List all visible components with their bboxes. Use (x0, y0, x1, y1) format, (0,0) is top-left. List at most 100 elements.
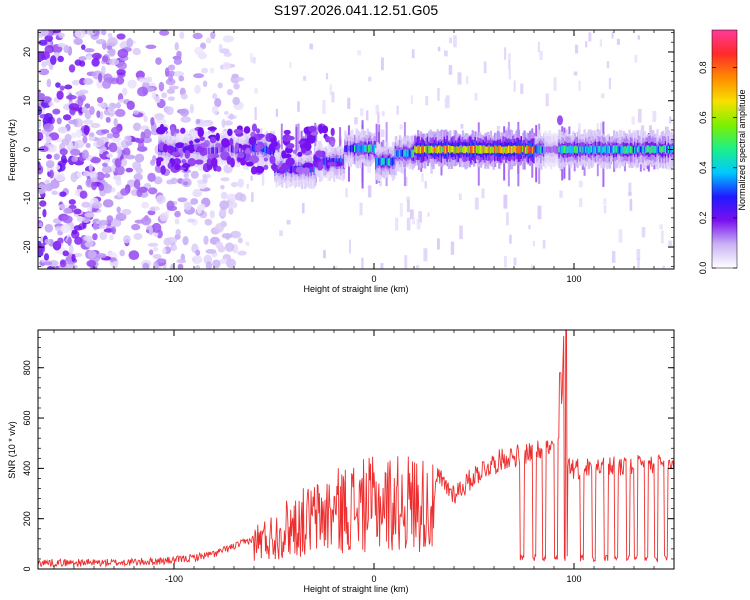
spectrogram-noise-blob (78, 56, 87, 61)
spectrogram-noise-blob (39, 200, 47, 207)
spectrogram-band-blob (187, 157, 197, 167)
spectrogram-noise-blob (159, 30, 170, 36)
spectrogram-band-blob (327, 161, 337, 167)
spectrogram-band-cell (232, 145, 235, 153)
spectrogram-faint-streak (437, 87, 440, 101)
spectrogram-noise-blob (90, 122, 101, 129)
colorbar-tick-label: 0.2 (698, 212, 708, 225)
spectrogram-band-cell (513, 145, 516, 153)
spectrogram-noise-blob (153, 176, 163, 185)
spectrogram-band-blob (251, 123, 258, 132)
spectrogram-band-cell (453, 146, 456, 154)
snr-y-tick-label: 0 (22, 566, 32, 571)
spectrogram-band-blob (207, 126, 217, 131)
spectrogram-faint-streak (465, 75, 469, 85)
spectrogram-band-cell (663, 145, 666, 153)
spectrogram-noise-blob (221, 232, 233, 239)
spectrogram-noise-blob (167, 96, 175, 101)
spectrogram-noise-blob (106, 153, 113, 158)
spectrogram-faint-streak (579, 198, 583, 208)
spectrogram-faint-streak (659, 224, 663, 230)
spectrogram-noise-blob (136, 188, 143, 198)
spectrogram-band-cell (411, 149, 414, 158)
spectrogram-band-cell (572, 146, 575, 154)
spectrogram-band-cell (610, 145, 613, 153)
spectrogram-noise-blob (212, 259, 221, 269)
spectrogram-band-cell (628, 145, 631, 153)
spectrogram-noise-blob (46, 154, 52, 160)
spectrogram-band-cell (540, 145, 543, 154)
snr-y-tick-label: 200 (22, 511, 32, 526)
spectrogram-noise-blob (123, 235, 131, 244)
spectrogram-band-cell (404, 149, 407, 157)
spectrogram-noise-blob (73, 37, 83, 46)
spectrogram-faint-streak (404, 255, 408, 269)
spectrogram-faint-streak (618, 229, 623, 243)
spectrogram-faint-streak (539, 50, 543, 60)
spectrogram-band-cell (464, 146, 467, 154)
spectrogram-band-cell (597, 145, 600, 153)
spectrogram-faint-streak (662, 265, 665, 269)
spectrogram-faint-streak (585, 41, 588, 48)
spectrogram-noise-blob (59, 85, 65, 91)
spectrogram-faint-streak (406, 217, 411, 231)
spectrogram-noise-blob (114, 158, 122, 168)
spectrogram-band-cell (457, 146, 460, 154)
spectrogram-band-cell (419, 146, 423, 154)
spectrogram-faint-streak (250, 53, 253, 63)
spectrogram-band-cell (207, 147, 210, 155)
spectrogram-band-cell (361, 145, 364, 153)
spectrogram-noise-blob (49, 55, 57, 66)
spectrogram-faint-streak (349, 239, 352, 254)
spectrogram-band-cell (552, 145, 556, 153)
spectrogram-noise-blob (91, 58, 100, 67)
spectrogram-noise-blob (161, 92, 167, 99)
spectrogram-noise-blob (62, 114, 72, 121)
spectrogram-band-cell (391, 157, 395, 166)
spectrogram-band-cell (512, 146, 515, 154)
spectrogram-band-blob (302, 167, 310, 174)
spectrogram-noise-blob (115, 212, 127, 222)
spectrogram-faint-streak (599, 39, 603, 47)
spectrogram-band-cell (536, 145, 539, 154)
spectrogram-band-blob (199, 136, 205, 141)
spectrogram-band-cell (534, 145, 537, 153)
spectrogram-band-cell (174, 147, 178, 155)
spectrogram-faint-streak (578, 180, 583, 188)
spectrogram-band-cell (321, 158, 325, 166)
snr-frame (37, 329, 675, 570)
spectrogram-noise-blob (215, 241, 223, 249)
spectrogram-band-cell (216, 145, 220, 154)
spectrogram-band-blob (189, 140, 194, 145)
spectrogram-band-cell (242, 147, 245, 155)
spectrogram-noise-blob (115, 102, 122, 109)
spectrogram-band-cell (439, 145, 442, 154)
snr-x-tick-label: -100 (165, 574, 183, 584)
spectrogram-faint-streak (641, 227, 646, 238)
spectrogram-band-blob (171, 151, 180, 157)
spectrogram-band-blob (281, 153, 292, 159)
spectrogram-faint-streak (449, 37, 453, 44)
spectrogram-x-tick-label: 100 (566, 274, 581, 284)
spectrogram-faint-streak (345, 188, 348, 198)
spectrogram-noise-blob (119, 249, 126, 257)
spectrogram-noise-blob (60, 223, 71, 234)
spectrogram-noise-blob (135, 167, 143, 174)
spectrogram-faint-streak (459, 225, 463, 240)
spectrogram-noise-blob (232, 96, 240, 106)
spectrogram-band-cell (292, 165, 295, 173)
spectrogram-band-cell (397, 149, 400, 158)
spectrogram-band-cell (495, 145, 498, 154)
spectrogram-band-cell (635, 145, 638, 154)
spectrogram-noise-blob (201, 67, 209, 74)
spectrogram-band-cell (643, 146, 647, 153)
spectrogram-band-cell (554, 145, 557, 154)
spectrogram-noise-blob (91, 52, 102, 60)
spectrogram-noise-blob (41, 51, 50, 60)
spectrogram-band-cell (219, 145, 222, 153)
spectrogram-band-cell (636, 146, 640, 153)
spectrogram-band-cell (323, 157, 326, 165)
spectrogram-noise-blob (82, 135, 88, 144)
spectrogram-noise-blob (142, 262, 150, 269)
